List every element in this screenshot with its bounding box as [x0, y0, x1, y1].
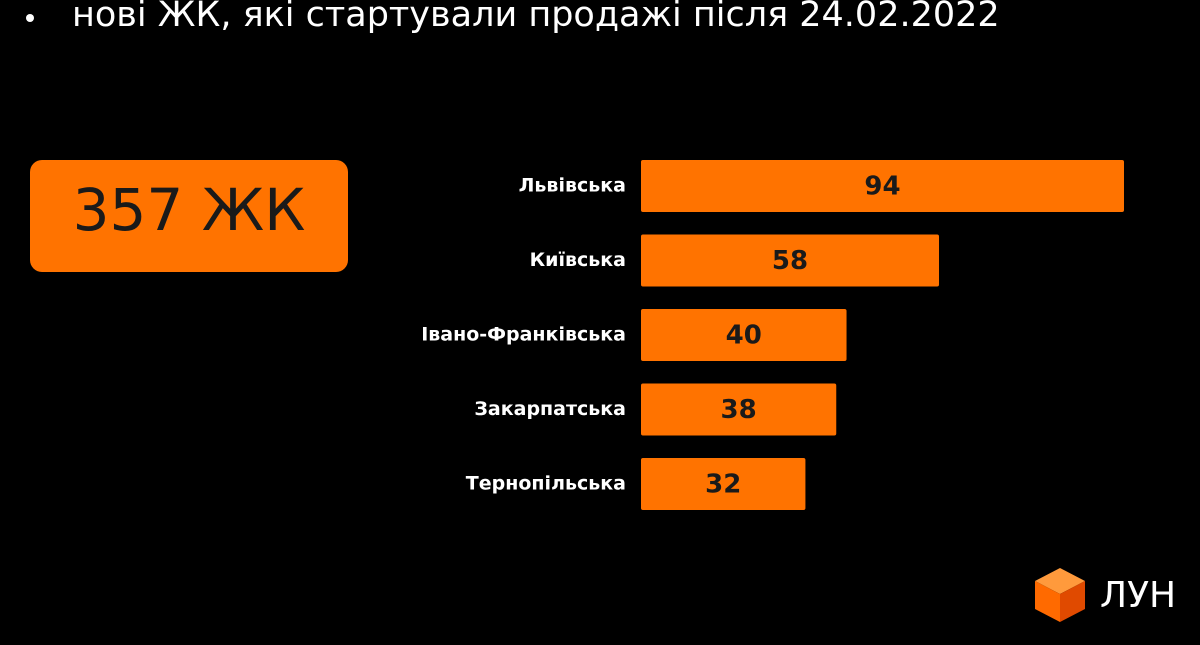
value-label: 32 [705, 470, 741, 500]
category-label: Івано-Франківська [421, 324, 626, 346]
category-label: Київська [530, 249, 626, 271]
chart-title: нові ЖК, які стартували продажі після 24… [72, 0, 1000, 35]
bar [641, 383, 837, 436]
value-label: 94 [864, 172, 900, 202]
value-label: 38 [721, 395, 757, 425]
callout-text: 357 ЖК [73, 176, 306, 244]
logo-icon [1035, 568, 1085, 622]
category-label: Львівська [519, 175, 626, 197]
bullet [26, 14, 34, 22]
bar [641, 458, 806, 510]
logo-text: ЛУН [1100, 575, 1176, 616]
bar [641, 160, 1124, 212]
callout-box [30, 160, 348, 272]
category-label: Тернопільська [466, 473, 626, 495]
bar [641, 309, 847, 361]
bar [641, 234, 940, 287]
value-label: 58 [772, 246, 808, 276]
value-label: 40 [726, 321, 762, 351]
category-label: Закарпатська [474, 398, 626, 420]
